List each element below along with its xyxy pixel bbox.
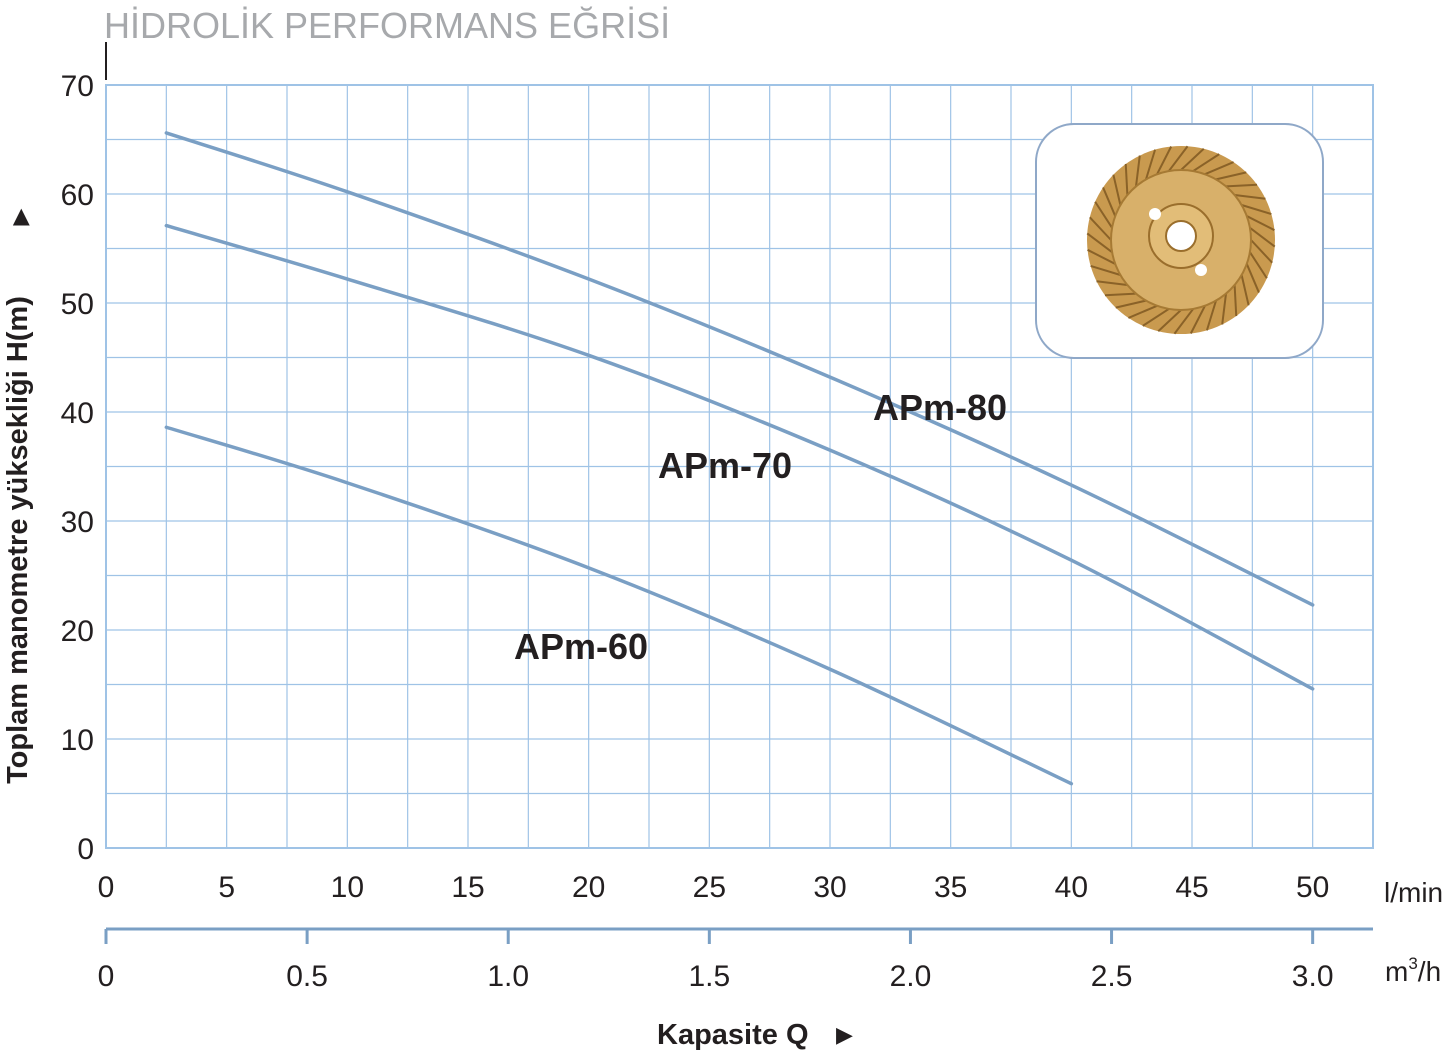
impeller-vane [1168,145,1189,172]
impeller-vane [1189,305,1206,334]
x-axis-unit-lmin: l/min [1384,877,1442,908]
impeller-vane [1115,299,1147,309]
series-labels: APm-80 APm-70 APm-60 [514,387,1007,667]
impeller-vane [1221,293,1227,325]
impeller-vane [1145,149,1157,180]
x2-tick-label: 0 [98,960,115,993]
impeller-bore [1165,220,1197,252]
impeller-hole [1195,264,1207,276]
impeller-vane [1156,146,1173,175]
series-line-apm-70 [164,223,1315,691]
y-tick-label: 60 [61,179,94,212]
x-axis-title: Kapasite Q [657,1019,809,1051]
y-tick-label: 70 [61,70,94,103]
x-tick-label: 50 [1296,871,1329,904]
impeller-vane [1087,248,1116,265]
chart-title: HİDROLİK PERFORMANS EĞRİSİ [104,5,670,46]
impeller-vane [1225,183,1258,188]
series-label-apm-80: APm-80 [873,387,1007,428]
x-tick-label: 0 [98,871,115,904]
impeller-vane [1142,308,1170,327]
series-label-apm-60: APm-60 [514,626,648,667]
impeller-vane [1089,216,1112,241]
impeller-vane [1124,163,1129,196]
impeller-vane [1204,161,1234,176]
impeller-vane [1128,304,1158,319]
x2-tick-label: 2.5 [1091,960,1133,993]
x-tick-label: 40 [1055,871,1088,904]
impeller-inset [1035,123,1324,359]
series-label-apm-70: APm-70 [658,445,792,486]
impeller-vane [1215,171,1247,181]
x2-unit-sup: 3 [1408,954,1417,973]
x-axis-arrow-icon: ▶ [836,1023,853,1048]
x2-tick-label: 3.0 [1292,960,1334,993]
impeller-vane [1249,227,1276,248]
x2-tick-label: 0.5 [286,960,328,993]
impeller-vane [1086,232,1113,253]
plot-frame [105,84,1374,849]
impeller-vane [1104,292,1137,297]
impeller-vane [1102,187,1117,217]
series-line-apm-80 [164,131,1315,607]
impeller-vane [1112,174,1122,206]
impeller-vane [1090,264,1121,276]
y-tick-label: 10 [61,724,94,757]
y-tick-label: 0 [77,833,94,866]
impeller-vane [1241,204,1272,216]
x2-tick-label: 2.0 [890,960,932,993]
impeller-vane [1245,263,1260,293]
impeller-vane [1173,308,1194,335]
impeller-vane [1180,148,1205,171]
impeller-vane [1205,300,1217,331]
x2-tick-label: 1.5 [688,960,730,993]
y-tick-label: 40 [61,397,94,430]
y-axis-title: Toplam manometre yüksekliği H(m) [2,296,34,784]
y-tick-label: 30 [61,506,94,539]
impeller-icon [1086,145,1276,335]
impeller-vane [1246,215,1275,232]
series-line-apm-60 [164,425,1074,786]
x-tick-label: 45 [1175,871,1208,904]
impeller-vane [1135,155,1141,187]
x2-tick-label: 1.0 [487,960,529,993]
axes: 0 10 20 30 40 50 60 70 0 5 10 15 20 25 30 35 40 45 50 0 0.5 1… [61,42,1373,993]
impeller-vane [1233,284,1238,317]
impeller-vane [1094,201,1113,229]
impeller-vane [1192,153,1220,172]
x2-unit-base: m [1385,956,1408,987]
x-tick-label: 15 [451,871,484,904]
impeller-hole [1149,208,1161,220]
impeller-vane [1240,274,1250,306]
x-tick-label: 30 [813,871,846,904]
x-tick-label: 20 [572,871,605,904]
x-tick-label: 25 [693,871,726,904]
impeller-vane [1096,280,1128,286]
x2-axis-unit: m3/h [1385,954,1441,987]
impeller-vane [1234,194,1266,200]
series-lines [164,131,1315,786]
x2-unit-tail: /h [1418,956,1441,987]
y-tick-label: 50 [61,288,94,321]
x-tick-label: 35 [934,871,967,904]
impeller-vane [1249,251,1268,279]
impeller-vane [1157,309,1182,332]
x-tick-label: 5 [218,871,235,904]
x-tick-label: 10 [331,871,364,904]
y-axis-arrow-icon: ▶ [8,208,33,225]
y-tick-label: 20 [61,615,94,648]
impeller-vane [1250,239,1273,264]
